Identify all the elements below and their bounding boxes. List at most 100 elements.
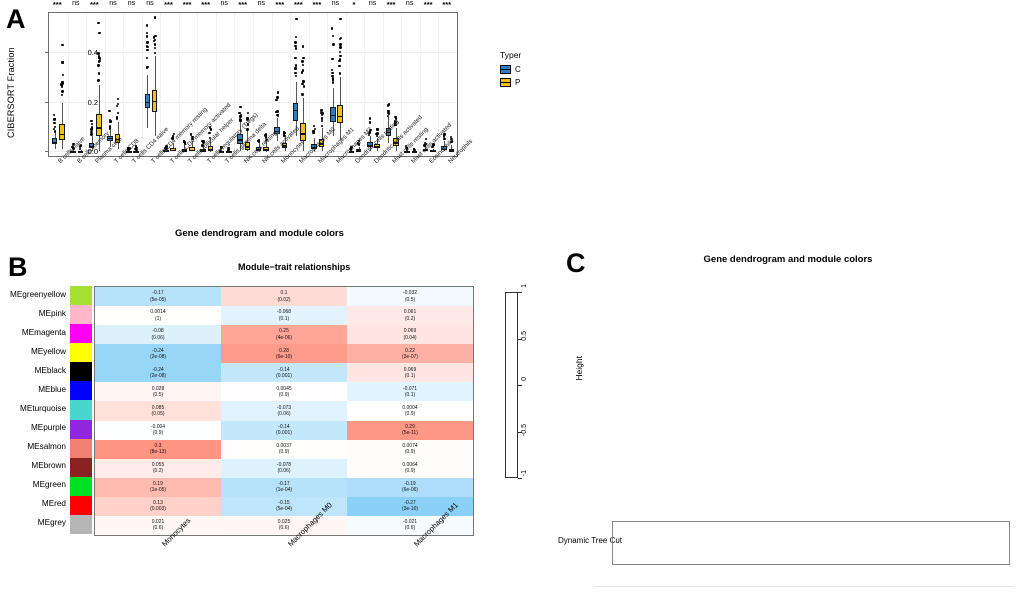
outlier-point: [264, 136, 268, 139]
whisker: [295, 120, 297, 137]
heatmap-cell: -0.14 (0.001): [221, 363, 347, 383]
cell-pvalue: (0.1): [404, 391, 416, 398]
heatmap-row-label: MEgreenyellow: [10, 289, 66, 299]
heatmap-cell: 0.1 (0.02): [221, 287, 347, 307]
legend-item[interactable]: C: [500, 65, 521, 74]
grid-line: [364, 13, 366, 156]
box: [88, 142, 95, 149]
heatmap-cell: -0.004 (0.9): [95, 420, 221, 440]
outlier-point: [294, 68, 297, 71]
grid-line: [178, 13, 180, 156]
outlier-point: [349, 147, 352, 151]
outlier-point: [108, 109, 111, 113]
significance-label: ***: [238, 0, 248, 9]
grid-line: [438, 13, 440, 156]
whisker: [61, 102, 63, 124]
heatmap-cell: 0.055 (0.2): [95, 458, 221, 478]
outlier-point: [239, 118, 242, 122]
outlier-point: [246, 123, 250, 126]
significance-label: ns: [146, 0, 154, 7]
whisker: [425, 145, 427, 149]
panel-c-divider: [594, 586, 1014, 587]
outlier-point: [108, 120, 111, 123]
outlier-point: [302, 85, 305, 88]
outlier-point: [432, 143, 435, 147]
median-line: [355, 150, 362, 152]
cell-correlation: -0.14: [278, 423, 290, 430]
median-line: [189, 149, 195, 151]
outlier-point: [153, 51, 157, 54]
outlier-point: [369, 129, 372, 132]
legend-swatch: [500, 78, 511, 87]
outlier-point: [375, 127, 378, 131]
cell-correlation: 0.061: [403, 309, 417, 316]
heatmap-cell: -0.021 (0.6): [347, 515, 473, 535]
outlier-point: [219, 146, 223, 149]
median-line: [107, 137, 113, 140]
outlier-point: [116, 103, 120, 106]
significance-label: ***: [386, 0, 396, 9]
outlier-point: [71, 145, 75, 148]
median-line: [133, 151, 139, 153]
box: [144, 93, 151, 108]
outlier-point: [449, 135, 453, 139]
box: [393, 138, 399, 146]
outlier-point: [394, 120, 397, 123]
outlier-point: [450, 137, 453, 141]
whisker: [277, 117, 279, 127]
median-line: [441, 148, 447, 150]
outlier-point: [367, 133, 371, 137]
whisker: [332, 88, 334, 108]
cell-pvalue: (6e-06): [401, 487, 419, 494]
cell-correlation: -0.08: [152, 328, 164, 335]
cell-correlation: 0.0064: [402, 461, 418, 468]
cell-correlation: -0.14: [278, 366, 290, 373]
whisker: [451, 145, 453, 149]
whisker: [173, 142, 175, 148]
cell-pvalue: (0.04): [403, 334, 417, 341]
outlier-point: [294, 47, 297, 50]
whisker: [240, 121, 242, 135]
whisker: [154, 56, 156, 90]
cell-pvalue: (0.001): [276, 372, 292, 379]
heatmap-cell: -0.27 (3e-10): [347, 496, 473, 516]
panel-c-y-axis-label: Height: [574, 356, 584, 381]
outlier-point: [145, 48, 149, 52]
box: [237, 134, 243, 145]
panel-c-module-color-bar: [612, 521, 1010, 565]
heatmap-cell: 0.025 (0.6): [221, 515, 347, 535]
heatmap-cell: -0.14 (0.001): [221, 420, 347, 440]
outlier-point: [190, 133, 193, 136]
median-line: [281, 145, 288, 147]
outlier-point: [331, 81, 335, 84]
outlier-point: [405, 144, 408, 147]
grid-line: [160, 13, 162, 156]
module-color-swatch: [70, 419, 92, 439]
outlier-point: [301, 63, 304, 67]
outlier-point: [375, 135, 379, 138]
outlier-point: [331, 57, 334, 61]
legend-item[interactable]: P: [500, 78, 521, 87]
outlier-point: [201, 139, 204, 143]
cell-correlation: -0.073: [276, 404, 292, 411]
outlier-point: [412, 148, 416, 151]
box: [59, 123, 65, 140]
median-line: [263, 149, 269, 151]
outlier-point: [98, 57, 101, 60]
cell-pvalue: (0.9): [152, 430, 164, 437]
whisker: [247, 130, 249, 142]
cell-pvalue: (0.5): [152, 391, 164, 398]
outlier-point: [350, 145, 354, 148]
whisker: [303, 141, 305, 152]
module-color-swatch: [70, 381, 92, 401]
heatmap-row-label: MEpurple: [30, 423, 66, 433]
panel-b-cell-grid: -0.17 (5e-05) 0.1 (0.02) -0.032 (0.5) 0.0014 (1…: [94, 286, 474, 536]
heatmap-row-label: MEsalmon: [27, 442, 66, 452]
whisker: [377, 138, 379, 144]
median-line: [422, 150, 429, 152]
box: [96, 114, 102, 137]
significance-label: ***: [275, 0, 285, 9]
grid-line: [327, 13, 329, 156]
outlier-point: [72, 147, 75, 150]
heatmap-row-label: MEmagenta: [21, 327, 66, 337]
